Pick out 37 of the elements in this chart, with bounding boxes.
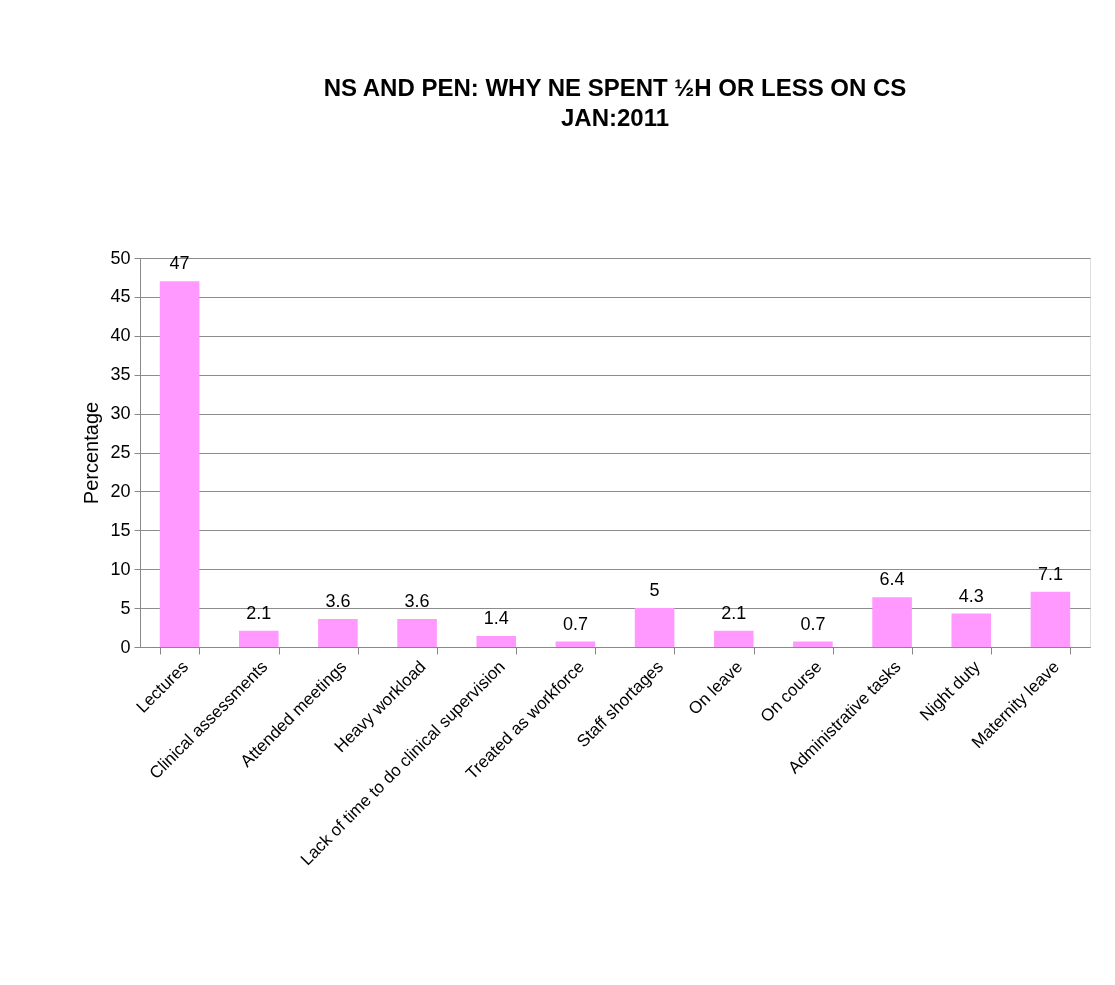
y-tick-label: 30 — [110, 403, 131, 424]
data-label: 4.3 — [958, 585, 984, 606]
data-label: 1.4 — [483, 608, 509, 629]
data-label: 6.4 — [879, 569, 905, 590]
chart-title: NS AND PEN: WHY NE SPENT ½H OR LESS ON CS JAN:2011 — [323, 74, 907, 131]
bar — [872, 597, 912, 647]
y-tick-label: 45 — [110, 286, 131, 307]
bar — [318, 618, 358, 647]
y-axis-title: Percentage — [80, 401, 103, 505]
data-label: 47 — [169, 253, 190, 274]
y-tick-label: 15 — [110, 519, 131, 540]
y-tick-label: 25 — [110, 442, 131, 462]
bar — [238, 630, 279, 647]
data-label: 2.1 — [246, 602, 272, 623]
bar — [713, 630, 754, 647]
y-tick-label: 0 — [120, 636, 131, 657]
data-label: 3.6 — [325, 590, 351, 611]
data-label: 0.7 — [800, 613, 826, 634]
data-label: 3.6 — [404, 590, 430, 611]
y-tick-label: 20 — [110, 480, 131, 501]
data-label: 0.7 — [562, 613, 588, 634]
y-tick-label: 10 — [110, 558, 131, 579]
bar — [159, 281, 200, 647]
bar — [397, 618, 437, 647]
bar — [555, 641, 596, 647]
data-label: 5 — [649, 580, 660, 601]
bar — [1030, 591, 1071, 647]
bar — [476, 636, 517, 647]
y-tick-label: 50 — [110, 247, 131, 268]
data-label: 7.1 — [1037, 563, 1063, 584]
y-tick-label: 40 — [110, 325, 131, 346]
bar — [634, 608, 675, 647]
bar — [793, 641, 833, 647]
y-tick-label: 35 — [110, 364, 131, 385]
data-label: 2.1 — [721, 602, 747, 623]
bar — [951, 613, 992, 647]
y-tick-label: 5 — [120, 597, 131, 618]
